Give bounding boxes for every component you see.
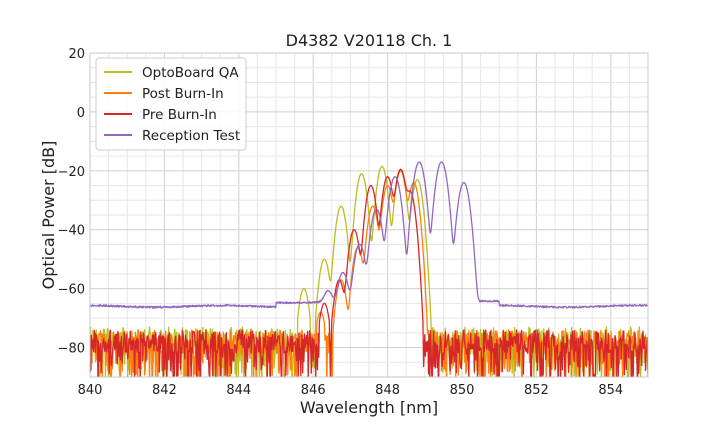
series-line-reception-test (90, 161, 648, 309)
x-tick-label: 854 (598, 383, 623, 398)
y-axis-label: Optical Power [dB] (39, 141, 58, 290)
series-line-post-burn-in (90, 170, 648, 377)
plot-frame (89, 52, 649, 378)
legend-label: Reception Test (142, 128, 240, 144)
y-tick-label: −60 (58, 283, 85, 298)
legend-label: Pre Burn-In (142, 107, 217, 123)
x-tick-label: 848 (375, 383, 400, 398)
x-axis-label: Wavelength [nm] (300, 398, 438, 417)
legend-label: Post Burn-In (142, 86, 224, 102)
x-tick-label: 840 (78, 383, 103, 398)
x-tick-label: 846 (301, 383, 326, 398)
series-layer (90, 161, 648, 377)
legend-label: OptoBoard QA (142, 65, 239, 81)
x-tick-label: 842 (152, 383, 177, 398)
legend-box (95, 57, 247, 151)
y-tick-label: 20 (68, 47, 85, 62)
y-tick-label: 0 (77, 106, 85, 121)
series-line-pre-burn-in (90, 168, 648, 377)
x-tick-label: 850 (450, 383, 475, 398)
tick-labels: 840 842 844 846 848 850 852 854 −80 −60 −40 −20 0 20 (58, 47, 624, 398)
y-tick-label: −20 (58, 165, 85, 180)
chart-title: D4382 V20118 Ch. 1 (286, 31, 453, 50)
x-tick-label: 844 (226, 383, 251, 398)
legend: OptoBoard QA Post Burn-In Pre Burn-In Recep… (95, 57, 247, 151)
y-tick-label: −80 (58, 342, 85, 357)
x-tick-label: 852 (524, 383, 549, 398)
y-tick-label: −40 (58, 224, 85, 239)
